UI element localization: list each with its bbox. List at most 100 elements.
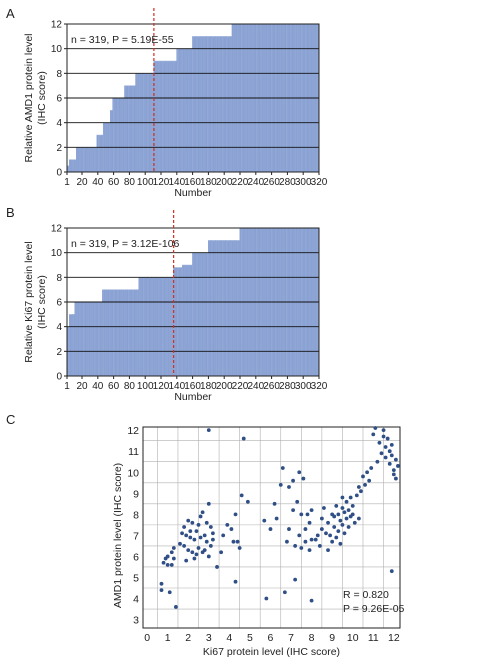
- data-point: [171, 546, 176, 550]
- data-point: [291, 478, 295, 483]
- y-tick-label: 11: [128, 446, 139, 458]
- y-tick-label: 6: [56, 94, 62, 105]
- data-point: [352, 520, 357, 525]
- data-point: [383, 445, 388, 449]
- x-tick-label: 120: [153, 381, 170, 392]
- data-point: [338, 541, 343, 546]
- y-tick-label: 12: [127, 425, 139, 437]
- data-point: [287, 527, 291, 531]
- x-tick-label: 6: [268, 632, 274, 644]
- data-point: [393, 457, 398, 462]
- data-point: [194, 552, 199, 557]
- y-tick-label: 2: [56, 143, 62, 154]
- data-point: [350, 512, 355, 517]
- data-point: [233, 512, 238, 517]
- data-point: [211, 537, 215, 542]
- data-point: [159, 581, 164, 586]
- data-point: [340, 506, 345, 510]
- x-tick-label: 300: [295, 177, 312, 188]
- data-point: [297, 533, 302, 538]
- y-tick-label: 3: [133, 615, 139, 627]
- data-point: [159, 588, 164, 593]
- data-point: [194, 529, 199, 534]
- data-point: [342, 531, 347, 536]
- data-point: [184, 558, 189, 563]
- y-axis-subtitle: (IHC score): [36, 275, 48, 329]
- data-point: [363, 482, 367, 487]
- panel-label: C: [6, 412, 15, 427]
- data-point: [371, 432, 376, 437]
- x-tick-label: 80: [124, 381, 136, 392]
- panel-label: B: [6, 205, 15, 220]
- stats-annotation: n = 319, P = 3.12E-106: [71, 238, 180, 250]
- data-point: [393, 476, 398, 481]
- data-point: [356, 485, 361, 489]
- y-tick-label: 8: [56, 69, 62, 80]
- stat-p: P = 9.26E-05: [343, 603, 405, 615]
- data-point: [180, 531, 184, 536]
- data-point: [241, 436, 246, 441]
- x-tick-label: 240: [247, 381, 264, 392]
- x-tick-label: 140: [168, 177, 185, 188]
- x-tick-label: 7: [288, 632, 294, 644]
- y-tick-label: 10: [51, 44, 63, 55]
- x-tick-label: 2: [185, 632, 191, 644]
- x-tick-label: 280: [279, 381, 296, 392]
- data-point: [356, 516, 361, 521]
- x-tick-label: 120: [153, 177, 170, 188]
- data-point: [303, 527, 308, 531]
- data-point: [264, 596, 269, 601]
- y-tick-label: 6: [133, 551, 139, 563]
- x-tick-label: 220: [232, 381, 249, 392]
- x-tick-label: 100: [137, 177, 154, 188]
- x-tick-label: 0: [144, 632, 150, 644]
- stat-r: R = 0.820: [343, 589, 389, 601]
- data-point: [293, 577, 298, 582]
- data-point: [307, 548, 312, 553]
- data-point: [373, 426, 378, 430]
- stats-annotation: n = 319, P = 5.19E-55: [71, 34, 174, 46]
- data-point: [295, 499, 300, 504]
- data-point: [309, 508, 314, 513]
- data-point: [336, 512, 341, 517]
- data-point: [211, 531, 215, 536]
- data-point: [389, 453, 394, 458]
- data-point: [309, 598, 314, 603]
- y-tick-label: 4: [56, 118, 62, 129]
- x-tick-label: 220: [232, 177, 249, 188]
- x-tick-label: 40: [92, 177, 104, 188]
- data-point: [387, 461, 392, 466]
- data-point: [334, 504, 339, 508]
- data-point: [322, 506, 326, 510]
- y-tick-label: 5: [133, 572, 139, 584]
- data-point: [330, 539, 335, 544]
- data-point: [391, 472, 396, 477]
- data-point: [396, 464, 400, 468]
- x-axis-title: Number: [174, 187, 212, 199]
- y-tick-label: 0: [56, 372, 62, 383]
- data-point: [326, 520, 330, 525]
- x-tick-label: 300: [295, 381, 312, 392]
- x-tick-label: 60: [108, 381, 120, 392]
- x-tick-label: 140: [168, 381, 185, 392]
- data-point: [354, 493, 359, 498]
- data-point: [285, 539, 289, 544]
- data-point: [268, 527, 273, 531]
- data-point: [192, 537, 197, 542]
- x-tick-label: 5: [247, 632, 253, 644]
- x-tick-label: 260: [263, 177, 280, 188]
- x-tick-label: 10: [347, 632, 359, 644]
- y-tick-label: 10: [127, 467, 139, 479]
- data-point: [336, 529, 341, 534]
- data-point: [387, 449, 392, 454]
- data-point: [381, 434, 386, 439]
- x-tick-label: 1: [165, 632, 171, 644]
- data-point: [377, 440, 382, 445]
- data-point: [334, 535, 339, 540]
- data-point: [324, 531, 328, 536]
- data-point: [186, 518, 191, 523]
- data-point: [344, 499, 349, 504]
- data-point: [328, 533, 332, 538]
